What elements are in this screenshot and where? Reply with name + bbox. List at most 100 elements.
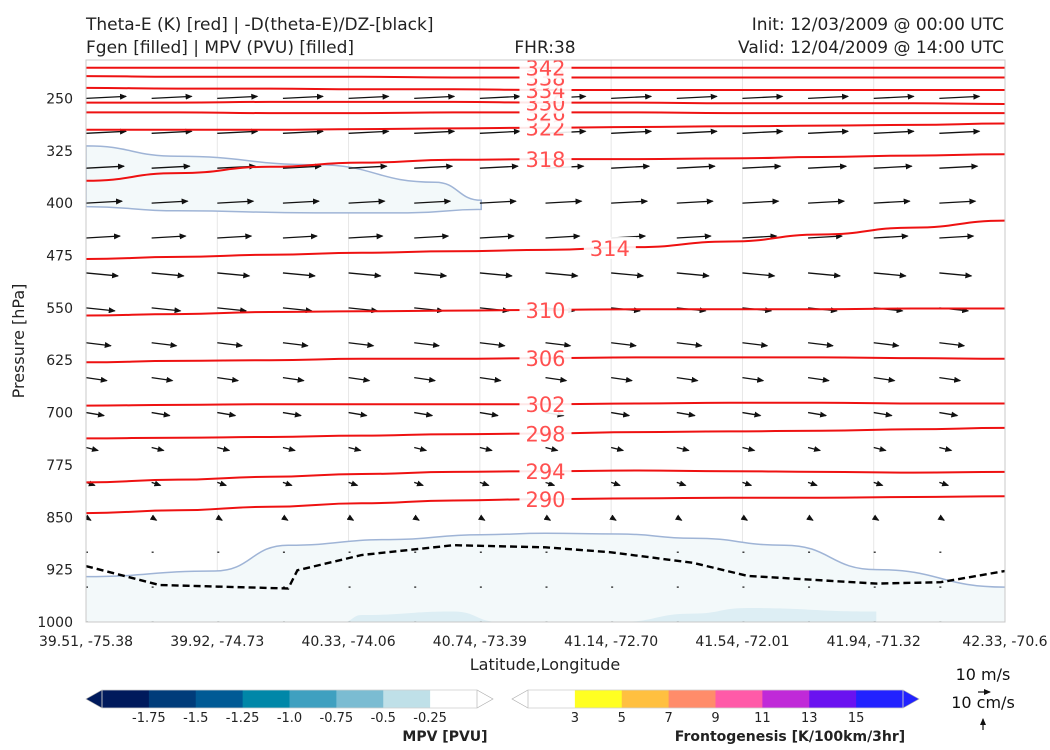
reference-vector-vertical-label: 10 cm/s — [951, 693, 1015, 712]
wind-vector — [217, 376, 240, 383]
wind-vector — [151, 376, 174, 383]
wind-vector — [742, 128, 784, 135]
wind-vector — [151, 342, 178, 349]
wind-vector — [86, 514, 92, 521]
theta-e-label-bg — [519, 60, 572, 79]
theta-e-label-bg — [519, 460, 572, 483]
theta-e-label-306: 306 — [525, 347, 565, 371]
x-tick-label: 39.92, -74.73 — [170, 634, 264, 650]
wind-vector — [282, 198, 320, 205]
mpv-patch-1 — [343, 611, 500, 622]
title-forecast-hour: FHR:38 — [514, 38, 575, 58]
wind-vector — [939, 480, 950, 487]
y-tick-label: 325 — [46, 144, 73, 160]
wind-vector — [808, 93, 850, 100]
theta-e-label-310: 310 — [525, 299, 565, 323]
wind-vector — [151, 446, 165, 452]
x-tick-label: 42.33, -70.6 — [962, 634, 1047, 650]
wind-vector — [808, 272, 842, 279]
reference-vector-horizontal-label: 10 m/s — [956, 665, 1011, 684]
wind-vector — [807, 446, 822, 452]
wind-vector — [414, 342, 441, 349]
wind-vector — [611, 128, 653, 135]
wind-vector — [414, 480, 424, 487]
colorbar-mpv-segment — [336, 690, 384, 708]
wind-vector — [479, 163, 519, 170]
y-tick-label: 250 — [46, 91, 73, 107]
colorbar-mpv-segment — [102, 690, 150, 708]
x-tick-label: 41.94, -71.32 — [827, 634, 921, 650]
theta-e-label-298: 298 — [525, 423, 565, 447]
wind-vector — [676, 480, 687, 487]
wind-vector — [742, 446, 756, 452]
wind-vector — [873, 446, 887, 452]
wind-vector — [873, 272, 907, 279]
wind-vector — [742, 163, 782, 170]
title-left-line2: Fgen [filled] | MPV (PVU) [filled] — [86, 38, 354, 58]
wind-vector — [282, 342, 309, 349]
theta-e-label-bg — [519, 148, 572, 171]
wind-vector — [86, 198, 123, 205]
wind-vector — [873, 376, 896, 383]
wind-vector — [282, 376, 305, 383]
wind-vector — [807, 411, 828, 418]
theta-e-label-bg — [519, 298, 572, 321]
wind-vector — [939, 342, 966, 349]
wind-vector — [151, 128, 193, 135]
wind-vector — [545, 342, 572, 349]
wind-vector — [807, 342, 834, 349]
theta-e-label-bg — [519, 347, 572, 370]
wind-vector — [217, 480, 228, 487]
wind-vector — [676, 342, 703, 349]
wind-vector — [86, 233, 121, 240]
wind-vector — [86, 128, 127, 135]
x-tick-label: 41.14, -72.70 — [564, 634, 658, 650]
wind-vector — [151, 163, 191, 170]
y-axis-label: Pressure [hPa] — [9, 284, 28, 399]
x-tick-label: 40.74, -73.39 — [433, 634, 527, 650]
colorbar-fgen-segment — [809, 690, 857, 708]
wind-vector — [348, 411, 368, 418]
wind-vector — [217, 307, 248, 314]
wind-vector — [939, 376, 962, 383]
y-tick-label: 400 — [46, 196, 73, 212]
wind-vector — [873, 480, 884, 487]
x-axis-tick-labels: 39.51, -75.38 39.92, -74.73 40.33, -74.06 4… — [39, 634, 1048, 650]
wind-vector — [151, 93, 193, 100]
wind-vector — [873, 93, 915, 100]
wind-vector — [282, 93, 324, 100]
wind-vector — [414, 411, 434, 418]
colorbar-fgen-segment — [856, 690, 904, 708]
y-tick-label: 1000 — [37, 615, 73, 631]
wind-vector — [676, 233, 712, 240]
wind-vector — [873, 163, 913, 170]
wind-vector — [414, 93, 456, 100]
colorbar-fgen-extend-high — [902, 689, 920, 709]
wind-vector — [477, 514, 486, 521]
colorbar-mpv-tick-label: -0.25 — [413, 711, 447, 726]
title-init-time: Init: 12/03/2009 @ 00:00 UTC — [752, 15, 1004, 35]
colorbar-mpv-segment — [242, 690, 290, 708]
wind-vector — [86, 342, 112, 349]
wind-vector — [414, 198, 452, 205]
wind-vector — [676, 376, 699, 383]
wind-vector — [676, 163, 716, 170]
colorbar-mpv-tick-label: -1.0 — [277, 711, 302, 726]
colorbar-fgen-extend-low — [511, 689, 529, 709]
wind-vector — [873, 342, 900, 349]
wind-vector — [346, 514, 355, 521]
wind-vector — [217, 93, 259, 100]
wind-vector — [742, 93, 784, 100]
wind-vector — [86, 93, 127, 100]
wind-vector — [740, 514, 749, 521]
wind-vector — [348, 93, 390, 100]
y-tick-label: 700 — [46, 406, 73, 422]
colorbar-mpv-tick-label: -0.75 — [320, 711, 354, 726]
mpv-region-lower — [86, 533, 1005, 622]
colorbar-fgen-segment — [762, 690, 810, 708]
colorbar-fgen-outline — [527, 689, 904, 709]
wind-vector — [742, 411, 762, 418]
wind-vector — [742, 480, 753, 487]
y-axis-tick-labels: 250 325 400 475 550 625 700 775 850 925 1000 — [37, 91, 73, 631]
wind-vector — [545, 446, 559, 452]
